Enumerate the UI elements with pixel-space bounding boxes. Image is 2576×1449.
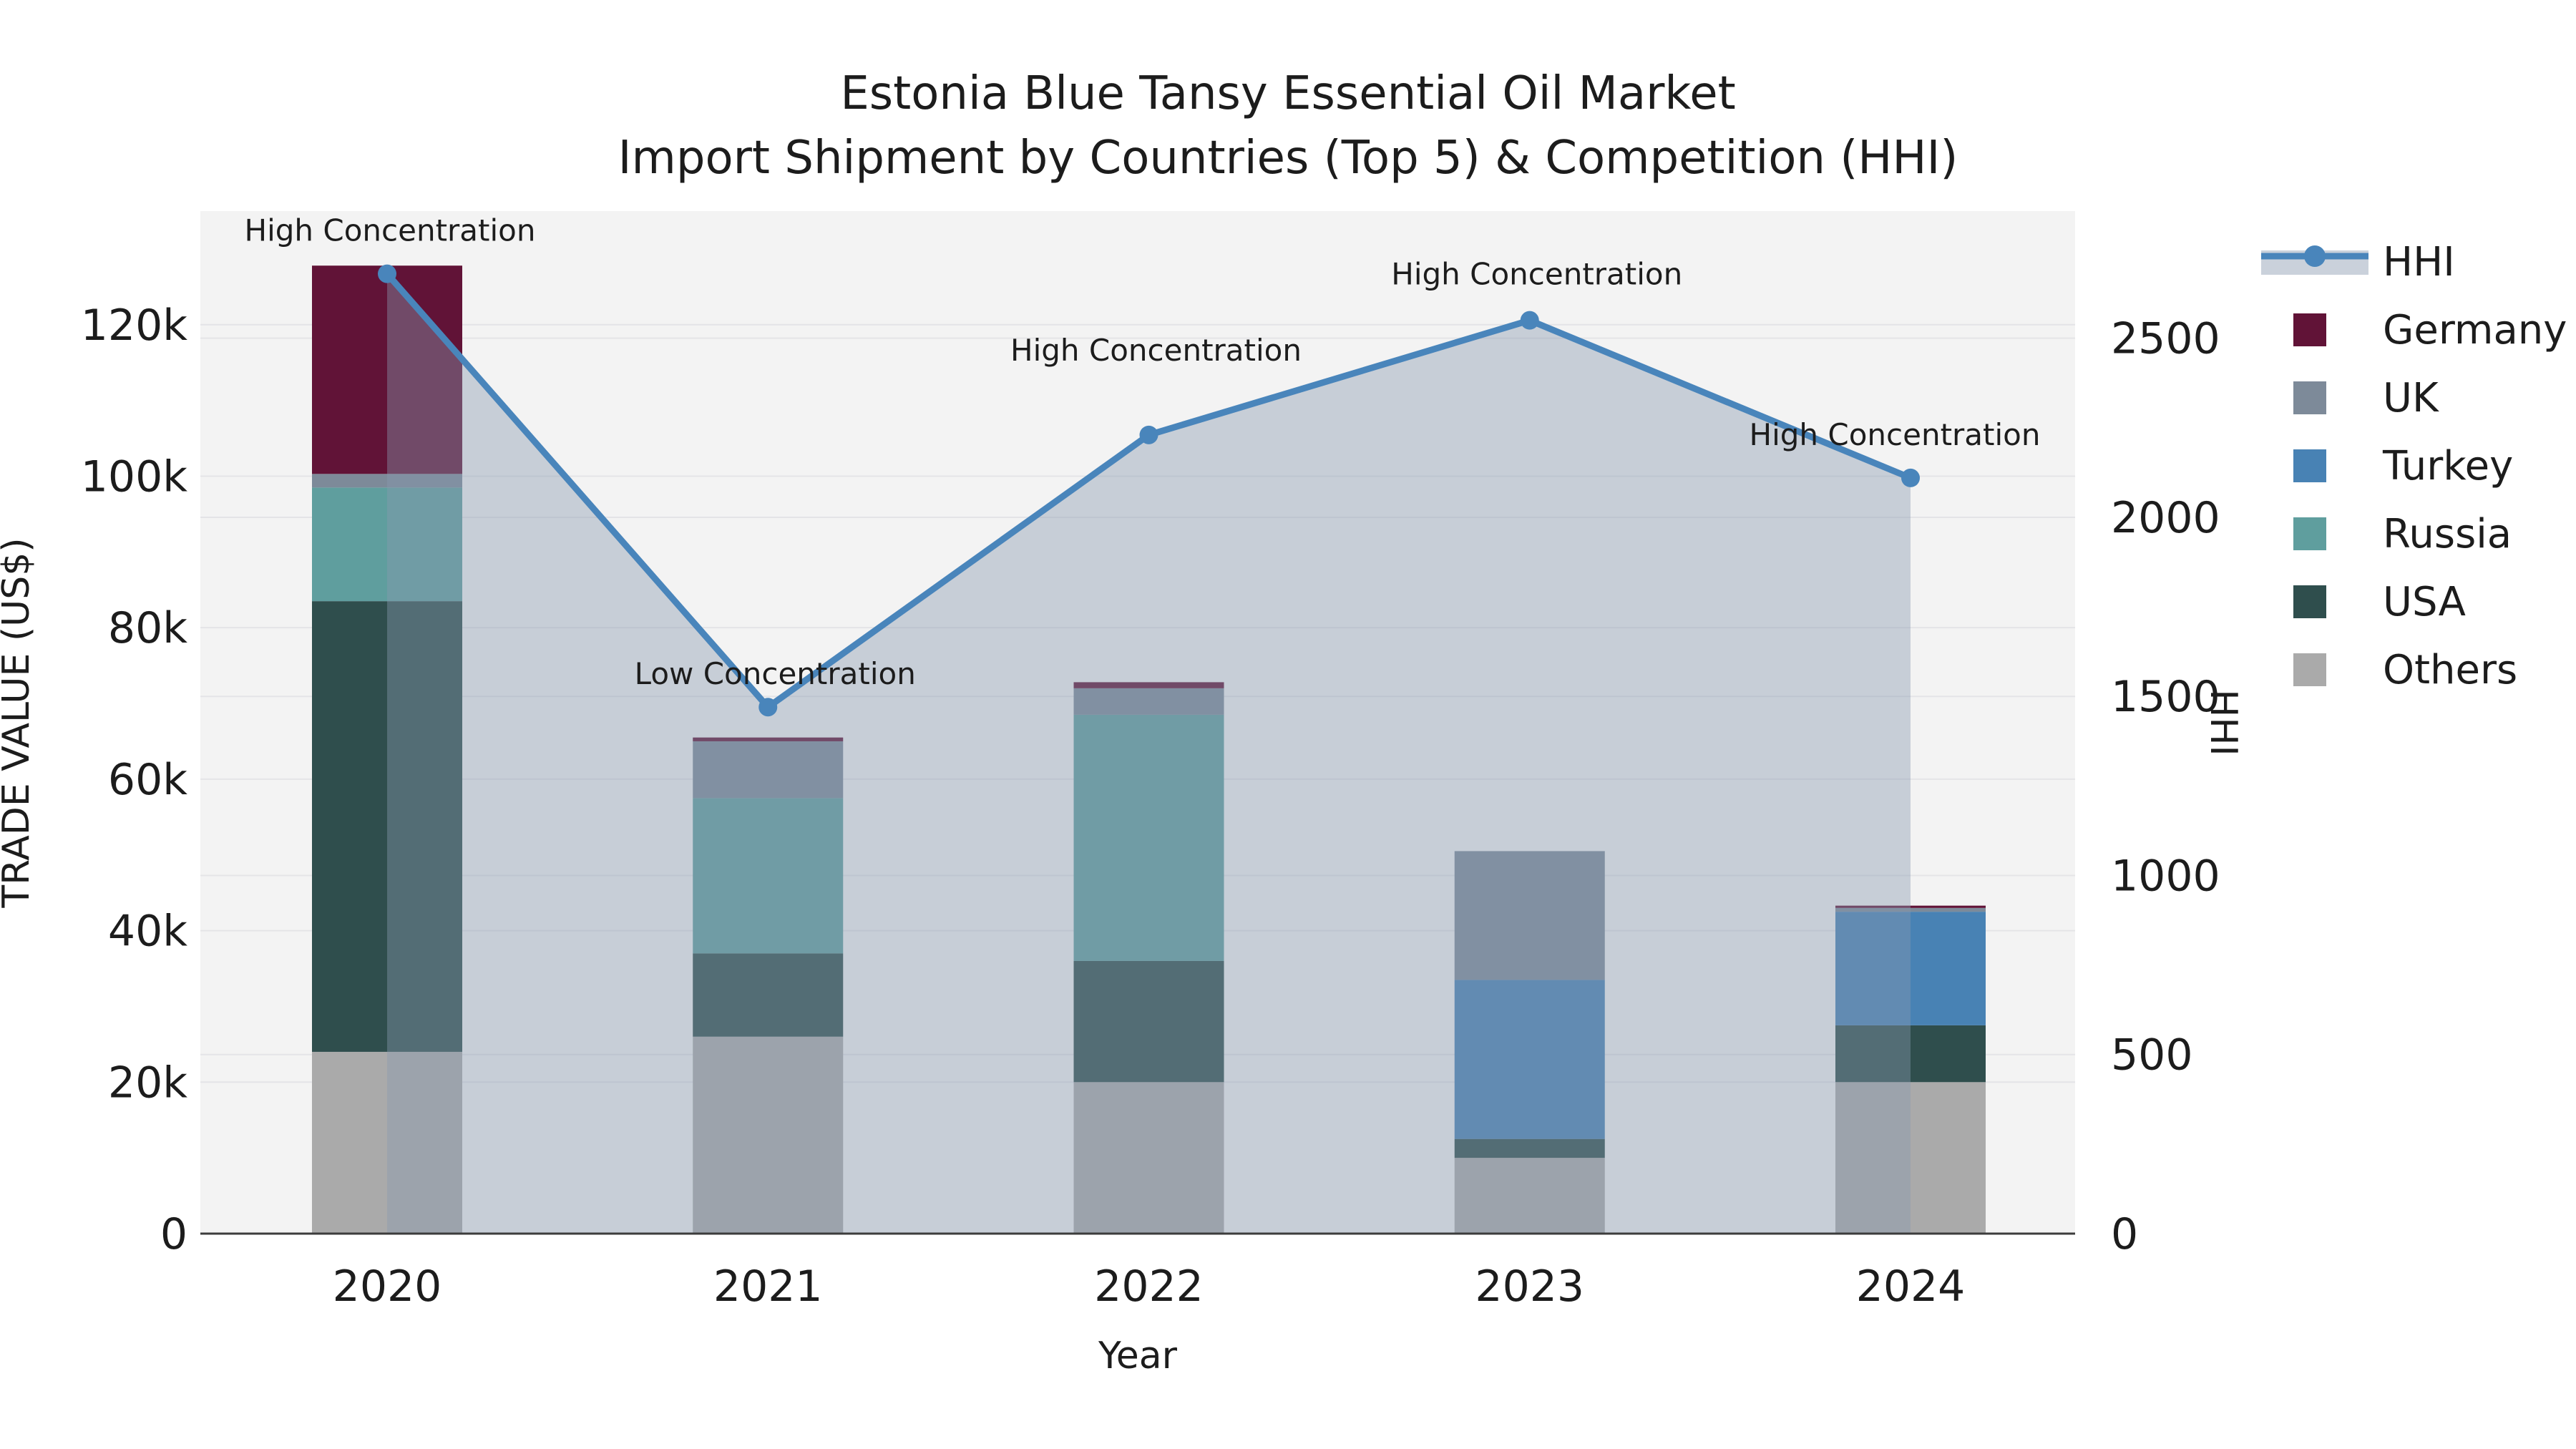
- y-right-tick-label: 0: [2111, 1209, 2138, 1259]
- bar-segment-germany-2022: [1073, 682, 1224, 688]
- y-left-tick-label: 40k: [108, 907, 187, 957]
- annotation-label: Low Concentration: [635, 656, 916, 691]
- x-tick-label: 2022: [1094, 1262, 1204, 1312]
- y-right-tick-label: 2500: [2111, 314, 2220, 364]
- y-left-tick-label: 100k: [81, 452, 188, 502]
- bar-segment-others-2020: [312, 1051, 462, 1234]
- hhi-area: [387, 273, 1911, 1234]
- bar-segment-russia-2020: [312, 487, 462, 602]
- x-tick-label: 2020: [333, 1262, 442, 1312]
- y-axis-title-left: TRADE VALUE (US$): [0, 537, 38, 908]
- bar-segment-russia-2022: [1073, 714, 1224, 961]
- bar-segment-uk-2020: [312, 474, 462, 488]
- legend: HHI Germany UK Turkey Russia USA Others: [2261, 239, 2567, 693]
- annotation-label: High Concentration: [1391, 257, 1682, 292]
- bar-segment-usa-2024: [1835, 1025, 1986, 1083]
- bar-segment-russia-2021: [693, 798, 844, 954]
- legend-swatch-uk: [2293, 381, 2326, 414]
- hhi-point-2024: [1901, 468, 1920, 487]
- legend-label-others: Others: [2383, 647, 2517, 693]
- bar-segment-turkey-2023: [1454, 980, 1605, 1139]
- annotation-layer: High Concentration Low Concentration High …: [245, 213, 2041, 692]
- y-left-tick-label: 20k: [108, 1058, 187, 1108]
- axis-layer: 0 20k 40k 60k 80k 100k 120k 0 500 1000 1500 2000 250…: [81, 301, 2220, 1312]
- hhi-point-2020: [378, 264, 396, 283]
- bar-segment-usa-2021: [693, 953, 844, 1037]
- hhi-area-layer: [387, 273, 1911, 1234]
- bar-segment-others-2023: [1454, 1158, 1605, 1234]
- y-right-tick-label: 1000: [2111, 851, 2220, 901]
- chart-subtitle: Import Shipment by Countries (Top 5) & C…: [618, 132, 1958, 185]
- bar-segment-uk-2022: [1073, 688, 1224, 715]
- y-left-tick-label: 0: [160, 1209, 187, 1259]
- bar-segment-germany-2020: [312, 265, 462, 474]
- legend-swatch-turkey: [2293, 449, 2326, 482]
- bar-segment-turkey-2024: [1835, 912, 1986, 1025]
- hhi-point-2022: [1139, 425, 1158, 444]
- legend-swatch-germany: [2293, 313, 2326, 346]
- bar-segment-usa-2020: [312, 601, 462, 1052]
- bar-segment-usa-2023: [1454, 1138, 1605, 1158]
- y-right-tick-label: 2000: [2111, 493, 2220, 543]
- bar-segment-germany-2024: [1835, 905, 1986, 908]
- bar-segment-uk-2024: [1835, 907, 1986, 912]
- bar-segment-uk-2023: [1454, 851, 1605, 980]
- legend-label-usa: USA: [2383, 579, 2466, 625]
- stacked-bars-layer: [312, 265, 1986, 1234]
- y-left-tick-label: 60k: [108, 755, 187, 805]
- y-left-tick-label: 80k: [108, 603, 187, 653]
- x-tick-label: 2024: [1856, 1262, 1966, 1312]
- bar-segment-others-2021: [693, 1036, 844, 1234]
- annotation-label: High Concentration: [1750, 417, 2041, 452]
- y-right-tick-label: 1500: [2111, 672, 2220, 722]
- y-right-tick-label: 500: [2111, 1030, 2193, 1080]
- legend-label-russia: Russia: [2383, 511, 2512, 557]
- legend-hhi-marker: [2304, 245, 2326, 267]
- hhi-line-layer: [378, 264, 1920, 717]
- legend-label-turkey: Turkey: [2382, 443, 2513, 489]
- legend-label-germany: Germany: [2383, 307, 2567, 353]
- x-tick-label: 2023: [1475, 1262, 1584, 1312]
- y-axis-title-right: HHI: [2202, 689, 2245, 756]
- hhi-point-2023: [1520, 311, 1539, 330]
- annotation-label: High Concentration: [1010, 333, 1302, 368]
- hhi-point-2021: [758, 698, 778, 717]
- legend-swatch-others: [2293, 653, 2326, 686]
- y-left-tick-label: 120k: [81, 301, 188, 351]
- bar-segment-germany-2021: [693, 737, 844, 741]
- bar-segment-usa-2022: [1073, 960, 1224, 1083]
- bar-segment-others-2024: [1835, 1082, 1986, 1234]
- bar-segment-uk-2021: [693, 741, 844, 799]
- chart-title: Estonia Blue Tansy Essential Oil Market: [840, 67, 1735, 120]
- legend-label-uk: UK: [2383, 375, 2439, 421]
- legend-swatch-russia: [2293, 517, 2326, 550]
- bar-segment-others-2022: [1073, 1082, 1224, 1234]
- legend-label-hhi: HHI: [2383, 239, 2455, 286]
- legend-swatch-usa: [2293, 585, 2326, 618]
- x-tick-label: 2021: [713, 1262, 823, 1312]
- x-axis-title: Year: [1098, 1335, 1178, 1377]
- annotation-label: High Concentration: [245, 213, 536, 248]
